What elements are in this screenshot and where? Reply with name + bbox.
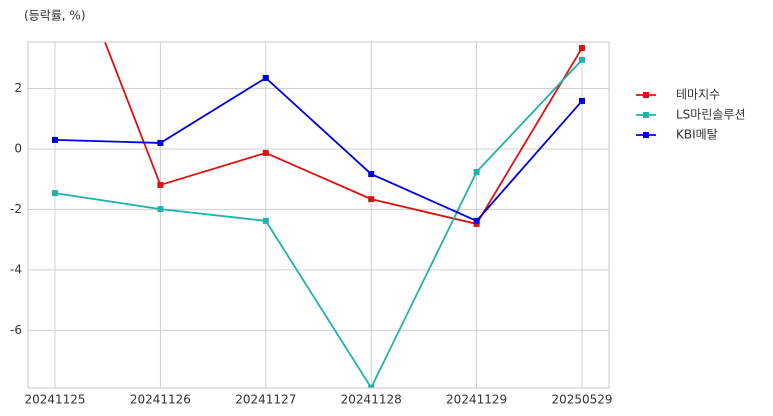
plot-frame: [27, 41, 610, 389]
x-tick-label: 20241128: [341, 393, 402, 407]
data-point: [157, 181, 164, 188]
data-point: [157, 139, 164, 146]
x-tick-label: 20241127: [235, 393, 296, 407]
legend-label: LS마린솔루션: [676, 108, 746, 122]
data-point: [473, 217, 480, 224]
legend-marker: [643, 132, 649, 138]
data-point: [52, 136, 58, 143]
series-line: [54, 76, 583, 222]
legend-marker: [643, 92, 649, 98]
data-point: [579, 45, 585, 52]
x-tick-label: 20250529: [551, 393, 612, 407]
data-point: [473, 220, 480, 227]
data-point: [579, 97, 585, 104]
x-tick-label: 20241125: [24, 393, 85, 407]
y-tick-label: -6: [10, 323, 22, 337]
data-point: [473, 168, 480, 175]
legend-marker: [643, 112, 649, 118]
legend-label: 테마지수: [676, 88, 720, 102]
y-tick-label: 0: [14, 141, 22, 155]
data-point: [262, 149, 269, 156]
data-point: [368, 384, 375, 388]
y-tick-label: -2: [10, 202, 22, 216]
y-axis-label: (등락률, %): [24, 9, 86, 23]
data-point: [368, 196, 375, 203]
y-tick-label: 2: [14, 81, 22, 95]
y-tick-label: -4: [10, 262, 22, 276]
legend-label: KBI메탈: [676, 128, 718, 142]
data-point: [157, 206, 164, 213]
series-line: [54, 59, 583, 388]
x-tick-label: 20241129: [446, 393, 507, 407]
data-point: [262, 217, 269, 224]
data-point: [368, 171, 375, 178]
data-point: [579, 56, 585, 63]
data-point: [52, 190, 58, 197]
series-line: [103, 42, 583, 225]
data-point: [262, 74, 269, 81]
x-tick-label: 20241126: [130, 393, 191, 407]
